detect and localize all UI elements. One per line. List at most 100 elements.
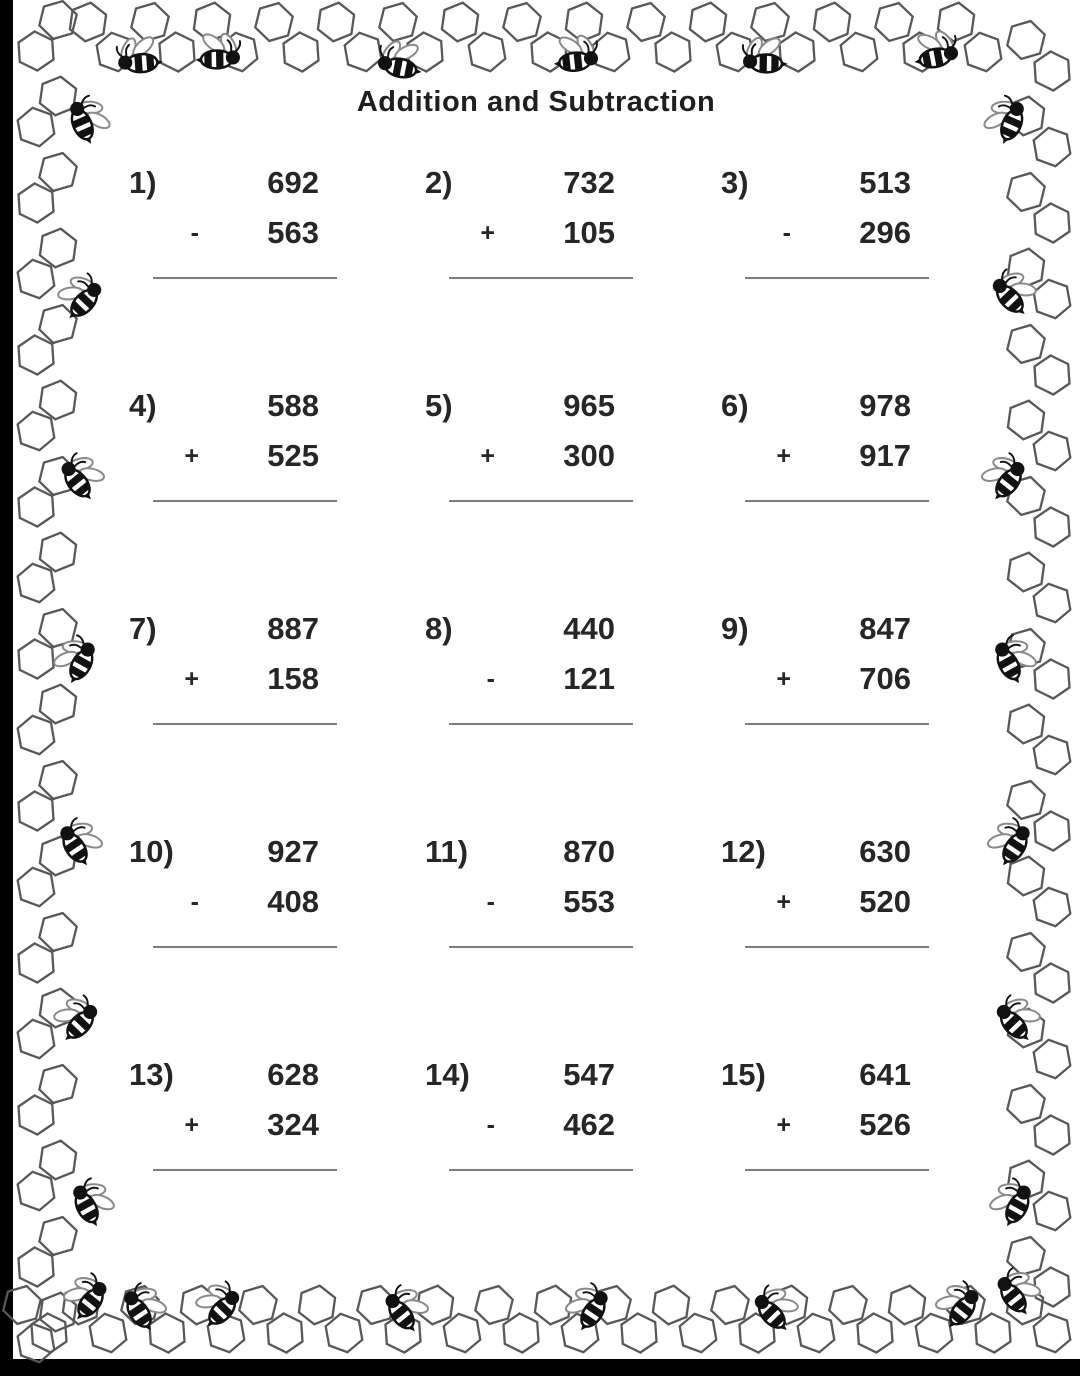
hexagon-icon xyxy=(17,790,55,832)
problem-number: 5) xyxy=(425,388,453,423)
hexagon-icon xyxy=(1033,810,1071,852)
operand-top: 547 xyxy=(563,1057,615,1092)
hexagon-icon xyxy=(533,1284,573,1326)
operand-bottom: 121 xyxy=(563,661,615,696)
problem-13: 13) 628 +324 xyxy=(123,1050,343,1273)
hexagon-icon xyxy=(297,1284,337,1326)
hexagon-icon xyxy=(963,31,1003,73)
operator: + xyxy=(184,664,199,693)
problem-2: 2) 732 +105 xyxy=(419,158,639,381)
operand-top: 628 xyxy=(267,1057,319,1092)
hexagon-icon xyxy=(206,1312,246,1354)
hexagon-icon xyxy=(1032,886,1072,928)
hexagon-icon xyxy=(688,1,728,43)
answer-line xyxy=(153,723,337,725)
bee-icon xyxy=(904,22,968,83)
problem-number: 14) xyxy=(425,1057,470,1092)
hexagon-icon xyxy=(1006,19,1046,61)
hexagon-icon xyxy=(1006,323,1046,365)
hexagon-icon xyxy=(38,759,78,801)
hexagon-icon xyxy=(38,303,78,345)
problem-number: 9) xyxy=(721,611,749,646)
hexagon-icon xyxy=(1033,202,1071,244)
operand-top: 641 xyxy=(859,1057,911,1092)
problem-number: 1) xyxy=(129,165,157,200)
hexagon-icon xyxy=(812,1,852,43)
operand-top: 440 xyxy=(563,611,615,646)
problem-9: 9) 847 +706 xyxy=(715,604,935,827)
hexagon-icon xyxy=(651,1284,691,1326)
answer-line xyxy=(745,723,929,725)
operand-bottom: 300 xyxy=(563,438,615,473)
answer-line xyxy=(153,500,337,502)
hexagon-icon xyxy=(158,31,196,73)
problem-10: 10) 927 - 408 xyxy=(123,827,343,1050)
problem-7: 7) 887 +158 xyxy=(123,604,343,827)
operand-bottom: 462 xyxy=(563,1107,615,1142)
problem-number: 8) xyxy=(425,611,453,646)
hexagon-icon xyxy=(828,1284,868,1326)
hexagon-icon xyxy=(16,1322,56,1364)
problem-1: 1) 692 - 563 xyxy=(123,158,343,381)
hexagon-icon xyxy=(1006,703,1046,745)
operand-bottom: 520 xyxy=(859,884,911,919)
hexagon-icon xyxy=(88,1312,128,1354)
problem-number: 11) xyxy=(425,834,469,869)
problems-grid: 1) 692 - 563 2) 732 +105 3) 513 - 296 4) 588 +… xyxy=(123,158,935,1273)
hexagon-icon xyxy=(1032,582,1072,624)
operator: + xyxy=(776,664,791,693)
bee-icon xyxy=(48,266,115,330)
operator: + xyxy=(184,1110,199,1139)
worksheet-sheet: Addition and Subtraction 1) 692 - 563 2) 73… xyxy=(13,0,1080,1359)
hexagon-icon xyxy=(1006,1083,1046,1125)
bee-swarm xyxy=(42,21,1052,1343)
hexagon-icon xyxy=(1032,430,1072,472)
hexagon-icon xyxy=(16,258,56,300)
answer-line xyxy=(449,723,633,725)
answer-line xyxy=(449,946,633,948)
problem-8: 8) 440 - 121 xyxy=(419,604,639,827)
hexagon-icon xyxy=(38,227,78,269)
operand-bottom: 324 xyxy=(267,1107,319,1142)
hexagon-icon xyxy=(254,1,294,43)
operand-top: 513 xyxy=(859,165,911,200)
answer-line xyxy=(449,1169,633,1171)
hexagon-icon xyxy=(324,1312,364,1354)
hexagon-icon xyxy=(1033,50,1071,92)
hexagon-icon xyxy=(887,1284,927,1326)
problem-4: 4) 588 +525 xyxy=(123,381,343,604)
hexagon-icon xyxy=(316,1,356,43)
hexagon-icon xyxy=(2,1284,42,1326)
operator: + xyxy=(480,441,495,470)
operand-bottom: 526 xyxy=(859,1107,911,1142)
answer-line xyxy=(153,946,337,948)
hexagon-icon xyxy=(343,31,383,73)
hexagon-icon xyxy=(591,31,631,73)
hexagon-icon xyxy=(1032,734,1072,776)
answer-line xyxy=(153,1169,337,1171)
problem-number: 6) xyxy=(721,388,749,423)
hexagon-icon xyxy=(440,1,480,43)
problem-number: 12) xyxy=(721,834,766,869)
operand-bottom: 563 xyxy=(267,215,319,250)
hexagon-icon xyxy=(17,1246,55,1288)
operator: - xyxy=(486,887,495,916)
operator: - xyxy=(486,1110,495,1139)
hexagon-icon xyxy=(17,334,55,376)
hexagon-icon xyxy=(238,1284,278,1326)
hexagon-icon xyxy=(1006,627,1046,669)
problem-3: 3) 513 - 296 xyxy=(715,158,935,381)
problem-12: 12) 630 +520 xyxy=(715,827,935,1050)
problem-number: 4) xyxy=(129,388,157,423)
hexagon-icon xyxy=(1006,779,1046,821)
hexagon-icon xyxy=(16,866,56,908)
problem-number: 10) xyxy=(129,834,174,869)
hexagon-icon xyxy=(266,1312,304,1354)
hexagon-icon xyxy=(1006,171,1046,213)
hexagon-icon xyxy=(38,911,78,953)
hexagon-icon xyxy=(710,1284,750,1326)
problem-6: 6) 978 +917 xyxy=(715,381,935,604)
hexagon-icon xyxy=(442,1312,482,1354)
hexagon-icon xyxy=(1033,1266,1071,1308)
